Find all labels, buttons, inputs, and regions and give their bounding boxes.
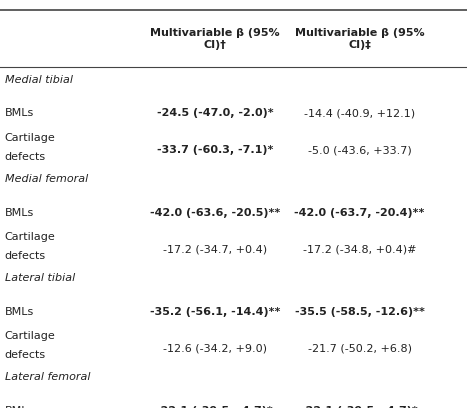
Text: -35.5 (-58.5, -12.6)**: -35.5 (-58.5, -12.6)** — [295, 307, 425, 317]
Text: -12.6 (-34.2, +9.0): -12.6 (-34.2, +9.0) — [163, 344, 267, 353]
Text: -42.0 (-63.7, -20.4)**: -42.0 (-63.7, -20.4)** — [294, 208, 425, 217]
Text: -21.7 (-50.2, +6.8): -21.7 (-50.2, +6.8) — [308, 344, 411, 353]
Text: -24.5 (-47.0, -2.0)*: -24.5 (-47.0, -2.0)* — [156, 109, 273, 118]
Text: BMLs: BMLs — [5, 109, 34, 118]
Text: -5.0 (-43.6, +33.7): -5.0 (-43.6, +33.7) — [308, 145, 411, 155]
Text: Multivariable β (95%
CI)†: Multivariable β (95% CI)† — [150, 28, 280, 50]
Text: BMLs: BMLs — [5, 208, 34, 217]
Text: BMLs: BMLs — [5, 406, 34, 408]
Text: -22.1 (-39.5, -4.7)*: -22.1 (-39.5, -4.7)* — [156, 406, 273, 408]
Text: -33.7 (-60.3, -7.1)*: -33.7 (-60.3, -7.1)* — [156, 145, 273, 155]
Text: Cartilage: Cartilage — [5, 331, 56, 341]
Text: Cartilage: Cartilage — [5, 133, 56, 142]
Text: -17.2 (-34.8, +0.4)#: -17.2 (-34.8, +0.4)# — [303, 244, 417, 254]
Text: BMLs: BMLs — [5, 307, 34, 317]
Text: Multivariable β (95%
CI)‡: Multivariable β (95% CI)‡ — [295, 28, 425, 50]
Text: -35.2 (-56.1, -14.4)**: -35.2 (-56.1, -14.4)** — [149, 307, 280, 317]
Text: Lateral tibial: Lateral tibial — [5, 273, 75, 283]
Text: -17.2 (-34.7, +0.4): -17.2 (-34.7, +0.4) — [163, 244, 267, 254]
Text: -42.0 (-63.6, -20.5)**: -42.0 (-63.6, -20.5)** — [150, 208, 280, 217]
Text: defects: defects — [5, 152, 46, 162]
Text: -14.4 (-40.9, +12.1): -14.4 (-40.9, +12.1) — [304, 109, 415, 118]
Text: Lateral femoral: Lateral femoral — [5, 372, 90, 382]
Text: -22.1 (-39.5, -4.7)*: -22.1 (-39.5, -4.7)* — [301, 406, 418, 408]
Text: defects: defects — [5, 251, 46, 261]
Text: Cartilage: Cartilage — [5, 232, 56, 242]
Text: Medial tibial: Medial tibial — [5, 75, 73, 85]
Text: defects: defects — [5, 350, 46, 360]
Text: Medial femoral: Medial femoral — [5, 174, 88, 184]
